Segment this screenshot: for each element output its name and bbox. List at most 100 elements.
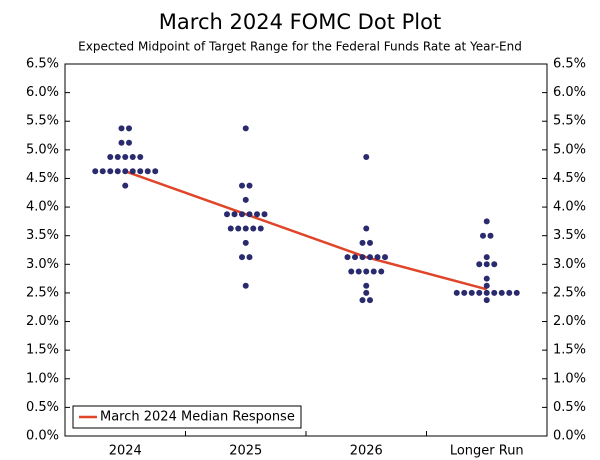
legend-box — [72, 405, 302, 429]
y2-tick-label: 0.5% — [553, 400, 586, 415]
dot — [453, 289, 460, 296]
dot — [107, 168, 114, 175]
dot — [246, 254, 253, 261]
dot — [355, 268, 362, 275]
y-tick-label: 0.5% — [26, 400, 59, 415]
dot — [107, 154, 114, 160]
plot-frame — [64, 63, 548, 437]
y2-tick-label: 2.5% — [553, 285, 586, 300]
dot — [363, 282, 370, 289]
y2-tick-label: 6.0% — [553, 85, 586, 100]
dot — [344, 254, 351, 261]
dot — [483, 218, 490, 225]
y-tick-label: 6.0% — [26, 85, 59, 100]
dot — [359, 254, 366, 261]
y2-tick-label: 1.5% — [553, 343, 586, 358]
dot — [513, 289, 520, 296]
y-tick-label: 5.5% — [26, 114, 59, 129]
dot — [137, 168, 144, 175]
dot — [242, 125, 249, 132]
dot — [126, 125, 132, 132]
dot — [363, 289, 370, 296]
dot — [261, 211, 268, 218]
dot — [129, 154, 136, 160]
chart-subtitle: Expected Midpoint of Target Range for th… — [78, 40, 522, 54]
y-tick-label: 6.5% — [26, 57, 59, 72]
y-tick-label: 3.5% — [26, 228, 59, 243]
dot — [483, 289, 490, 296]
y-tick-label: 3.0% — [26, 257, 59, 272]
dot — [129, 168, 136, 175]
dot — [363, 268, 370, 275]
dot — [122, 168, 129, 175]
dot — [483, 254, 490, 261]
dot — [254, 211, 260, 218]
dot — [242, 225, 249, 232]
y-tick-label: 0.0% — [26, 429, 59, 444]
dot — [239, 182, 245, 189]
dot — [246, 211, 253, 218]
dot — [242, 282, 249, 289]
dot — [370, 268, 377, 275]
dot — [126, 139, 132, 146]
y2-tick-label: 2.0% — [553, 314, 586, 329]
y-tick-label: 4.5% — [26, 171, 59, 186]
dot — [118, 125, 125, 132]
y2-tick-label: 4.0% — [553, 200, 586, 215]
dot — [348, 268, 355, 275]
dot — [476, 261, 483, 268]
dot — [122, 154, 129, 160]
dot — [239, 211, 245, 218]
y-tick-label: 2.5% — [26, 285, 59, 300]
chart-title: March 2024 FOMC Dot Plot — [159, 10, 441, 34]
dot — [152, 168, 159, 175]
dot — [378, 268, 385, 275]
dot — [374, 254, 381, 261]
dot — [242, 239, 249, 246]
y2-tick-label: 3.0% — [553, 257, 586, 272]
x-tick-label: Longer Run — [450, 444, 524, 459]
dot — [367, 254, 373, 261]
y-tick-label: 5.0% — [26, 142, 59, 157]
dot — [235, 225, 242, 232]
dot — [468, 289, 475, 296]
y-tick-label: 1.5% — [26, 343, 59, 358]
median-line — [124, 170, 488, 291]
y2-tick-label: 5.0% — [553, 142, 586, 157]
dot — [461, 289, 468, 296]
dot — [118, 139, 125, 146]
dot — [257, 225, 264, 232]
y-tick-label: 1.0% — [26, 371, 59, 386]
dot — [352, 254, 358, 261]
y2-tick-label: 6.5% — [553, 57, 586, 72]
y2-tick-label: 0.0% — [553, 429, 586, 444]
y-tick-label: 2.0% — [26, 314, 59, 329]
dot — [227, 225, 234, 232]
dot — [363, 154, 370, 160]
dot — [99, 168, 106, 175]
dot — [483, 261, 490, 268]
legend-label: March 2024 Median Response — [100, 410, 295, 425]
dot — [114, 168, 121, 175]
dot — [487, 232, 494, 239]
dot — [239, 254, 245, 261]
x-tick-label: 2024 — [109, 444, 142, 459]
y2-tick-label: 1.0% — [553, 371, 586, 386]
dot — [483, 297, 490, 304]
dot — [367, 239, 373, 246]
dot — [498, 289, 505, 296]
y2-tick-label: 4.5% — [553, 171, 586, 186]
dot — [506, 289, 513, 296]
x-tick-label: 2026 — [350, 444, 383, 459]
dot — [480, 232, 486, 239]
dot — [491, 289, 498, 296]
dot — [92, 168, 99, 175]
dot — [476, 289, 483, 296]
dot — [483, 275, 490, 282]
dot — [144, 168, 151, 175]
dot — [359, 297, 366, 304]
dot — [122, 182, 129, 189]
dot — [231, 211, 238, 218]
dot — [483, 282, 490, 289]
